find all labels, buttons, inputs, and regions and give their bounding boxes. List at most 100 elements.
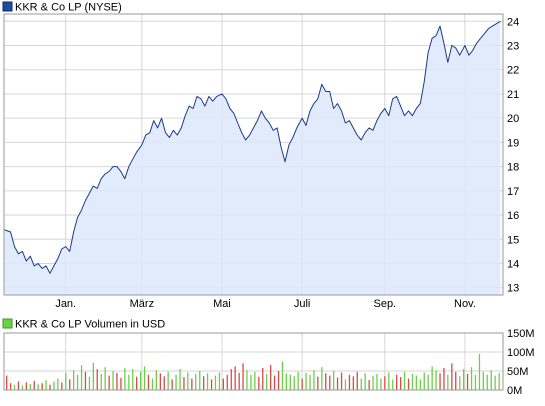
volume-bar bbox=[179, 369, 181, 390]
volume-bar bbox=[439, 373, 441, 390]
volume-bar bbox=[230, 369, 232, 390]
volume-bar bbox=[10, 383, 12, 390]
volume-bar bbox=[222, 378, 224, 390]
volume-bar bbox=[466, 374, 469, 390]
volume-bar bbox=[49, 384, 51, 390]
volume-bar bbox=[309, 374, 311, 390]
volume-panel: 0M 50M 100M 150M bbox=[3, 328, 535, 397]
volume-bar bbox=[285, 373, 287, 390]
volume-bar bbox=[392, 379, 394, 390]
volume-bar bbox=[482, 371, 484, 390]
price-y-tick-label: 15 bbox=[507, 234, 519, 246]
volume-y-tick-label: 150M bbox=[507, 328, 535, 340]
volume-bar bbox=[277, 371, 280, 390]
volume-bar bbox=[431, 366, 433, 390]
price-panel: 13 14 15 16 17 18 19 20 21 22 23 24 Jan. März Mai Juli S… bbox=[3, 13, 519, 310]
volume-bar bbox=[104, 367, 106, 390]
volume-bar bbox=[136, 376, 138, 390]
volume-bar bbox=[293, 376, 295, 390]
volume-bar bbox=[321, 367, 323, 390]
volume-bar bbox=[364, 373, 366, 390]
volume-bar bbox=[474, 374, 477, 390]
volume-bar bbox=[143, 366, 146, 390]
volume-bar bbox=[470, 367, 473, 390]
volume-bar bbox=[486, 374, 488, 390]
volume-bar bbox=[388, 372, 390, 390]
volume-bar bbox=[45, 380, 47, 390]
volume-bar bbox=[92, 362, 94, 390]
volume-bar bbox=[396, 374, 398, 390]
volume-bar bbox=[250, 374, 252, 390]
volume-bar bbox=[447, 374, 449, 390]
volume-bar bbox=[151, 378, 154, 390]
volume-bar bbox=[187, 372, 189, 390]
price-area bbox=[4, 21, 501, 296]
volume-bar bbox=[199, 371, 201, 390]
volume-bar bbox=[112, 371, 114, 390]
volume-bar bbox=[368, 380, 370, 390]
volume-bar bbox=[317, 376, 319, 390]
price-y-tick-label: 16 bbox=[507, 210, 519, 222]
volume-bar bbox=[360, 378, 362, 390]
volume-bar bbox=[455, 371, 457, 390]
volume-bar bbox=[167, 371, 169, 390]
volume-bar bbox=[147, 374, 150, 390]
volume-bar bbox=[333, 371, 335, 390]
volume-bar bbox=[427, 374, 429, 390]
volume-bar bbox=[116, 372, 118, 390]
volume-bar bbox=[159, 373, 161, 390]
volume-bar bbox=[214, 375, 217, 390]
volume-bar bbox=[61, 382, 63, 390]
volume-bar bbox=[6, 375, 8, 390]
volume-bar bbox=[415, 375, 417, 390]
volume-bar bbox=[100, 374, 102, 390]
volume-bar bbox=[183, 377, 185, 390]
volume-bar bbox=[459, 376, 461, 390]
volume-bar bbox=[108, 375, 110, 390]
volume-bar bbox=[203, 376, 205, 390]
volume-bar bbox=[29, 383, 31, 390]
volume-bar bbox=[407, 378, 410, 390]
volume-bar bbox=[175, 374, 177, 390]
volume-bar bbox=[451, 363, 453, 390]
volume-bar bbox=[13, 384, 16, 390]
volume-bar bbox=[69, 379, 71, 390]
volume-bar bbox=[53, 381, 55, 390]
volume-bar bbox=[403, 371, 406, 390]
volume-bar bbox=[313, 370, 315, 390]
volume-bar bbox=[124, 368, 126, 390]
volume-bar bbox=[226, 374, 228, 390]
volume-y-tick-label: 50M bbox=[507, 366, 528, 378]
volume-bar bbox=[270, 364, 272, 390]
volume-bar bbox=[273, 375, 276, 390]
volume-bar bbox=[376, 374, 378, 390]
volume-bar bbox=[352, 376, 354, 390]
volume-bar bbox=[356, 371, 358, 390]
price-y-tick-label: 22 bbox=[507, 65, 519, 77]
price-line-series bbox=[3, 20, 501, 274]
volume-bar bbox=[140, 371, 142, 390]
volume-bar bbox=[336, 377, 339, 390]
volume-bar bbox=[57, 378, 59, 390]
price-x-tick-label: März bbox=[130, 298, 154, 310]
volume-bar bbox=[289, 374, 291, 390]
volume-bar bbox=[411, 374, 414, 390]
volume-y-tick-label: 0M bbox=[507, 385, 522, 397]
volume-bar bbox=[242, 363, 244, 390]
volume-bar bbox=[494, 375, 496, 390]
volume-bar bbox=[65, 372, 67, 390]
price-y-tick-label: 18 bbox=[507, 162, 519, 174]
volume-bar bbox=[33, 380, 35, 390]
price-x-tick-label: Sep. bbox=[373, 298, 396, 310]
volume-bar bbox=[463, 369, 465, 390]
volume-bar bbox=[210, 379, 213, 390]
volume-bar bbox=[384, 376, 386, 390]
volume-bar bbox=[132, 369, 134, 390]
price-legend: KKR & Co LP (NYSE) bbox=[2, 1, 122, 14]
price-legend-label: KKR & Co LP (NYSE) bbox=[15, 2, 122, 14]
volume-bar bbox=[155, 370, 157, 390]
volume-bar bbox=[206, 373, 209, 390]
volume-bar bbox=[254, 371, 256, 390]
